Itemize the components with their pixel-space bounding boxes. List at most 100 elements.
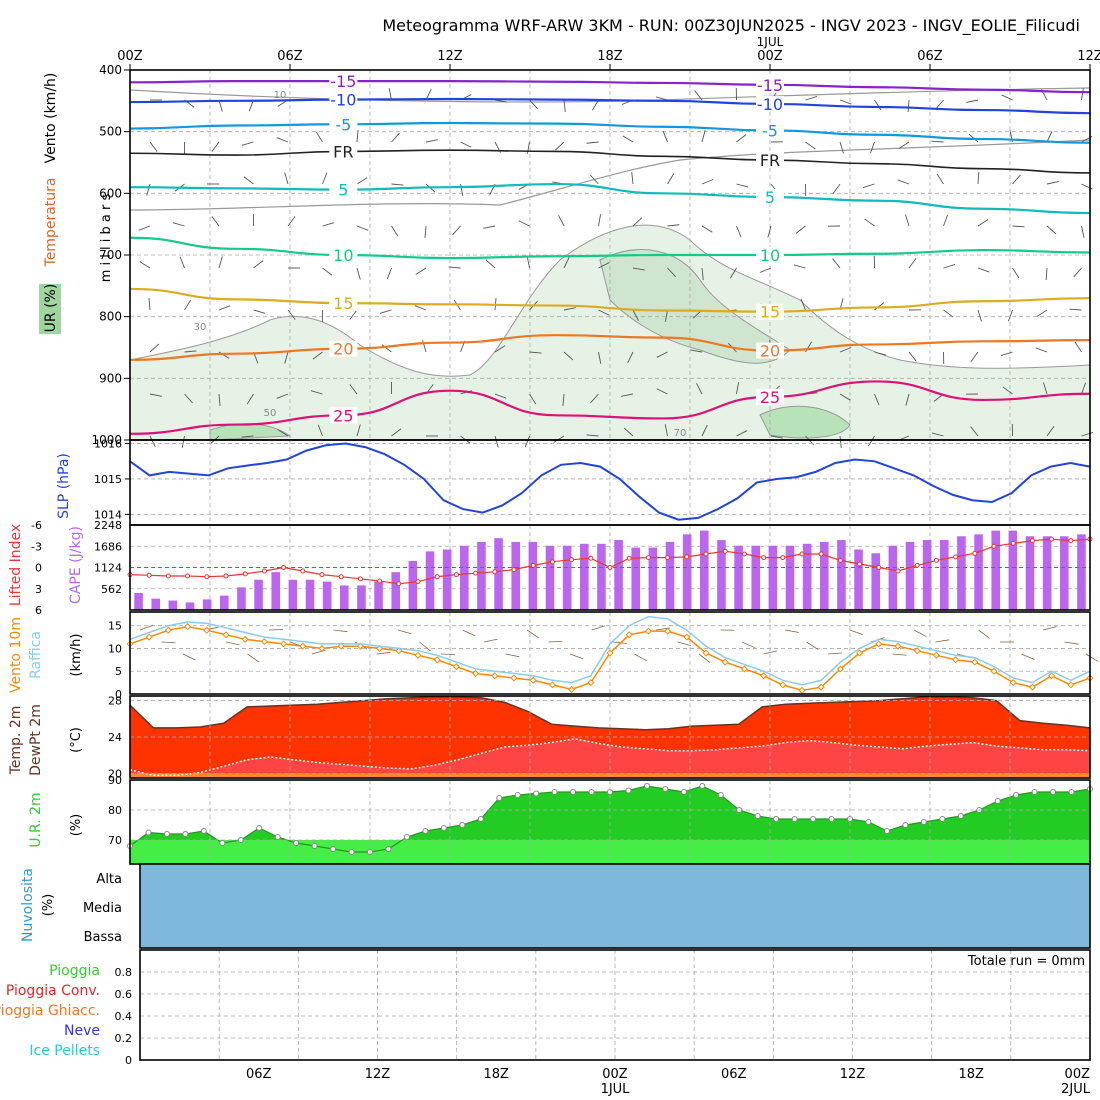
rh-point: [348, 849, 355, 855]
wind-barb: [246, 393, 254, 405]
cape-tick-label: 2248: [94, 519, 122, 532]
li-point: [1010, 540, 1016, 546]
wind-point: [779, 681, 787, 689]
wind-point: [241, 635, 249, 643]
li-point: [895, 568, 901, 574]
wind-barb: [589, 174, 599, 185]
wind-barb: [874, 393, 880, 406]
wind-barb: [181, 435, 185, 448]
wind-barb: [518, 220, 530, 227]
bottom-tick-label: 00Z: [1065, 1067, 1091, 1082]
wind-barb: [800, 298, 806, 311]
wind-barb: [590, 393, 599, 404]
wind-point: [836, 665, 844, 673]
li-point: [569, 557, 575, 563]
precip-total: Totale run = 0mm: [967, 954, 1085, 969]
cape-bar: [494, 538, 503, 610]
isotherm-label-bg: [329, 116, 358, 133]
li-point: [338, 574, 344, 580]
label-temperatura: Temperatura: [43, 178, 59, 268]
wind-point: [280, 640, 288, 648]
isotherm-label-bg: [329, 295, 358, 312]
wind-arrow: [677, 641, 692, 647]
wind-point: [145, 633, 153, 641]
isotherm-label-bg: [756, 95, 784, 112]
wind-arrow: [569, 653, 584, 660]
label-vento10m: Vento 10m: [8, 617, 24, 693]
wind-barb: [149, 343, 160, 353]
top-tick-label: 00Z: [757, 49, 783, 64]
wind-barb: [414, 305, 427, 311]
wind-barb: [494, 345, 506, 353]
wind-arrow: [505, 653, 520, 658]
cape-bar: [700, 530, 709, 610]
cape-bar: [974, 534, 983, 610]
rh-point: [717, 792, 724, 798]
wind-barb: [1073, 267, 1082, 278]
rh-point: [662, 786, 669, 792]
li-point: [146, 572, 152, 578]
wind-barb: [241, 141, 254, 146]
wind-point: [971, 658, 979, 666]
wind-barb: [935, 99, 944, 110]
cape-bar: [322, 581, 332, 610]
cape-bar: [442, 549, 452, 610]
top-date-label: 1JUL: [757, 35, 784, 49]
precip-tick-label: 0.4: [115, 1010, 133, 1023]
bottom-tick-label: 00Z: [602, 1067, 628, 1082]
wind-arrow: [526, 629, 539, 639]
wind-barb: [149, 393, 162, 397]
wind-barb: [391, 428, 402, 437]
wind-point: [318, 644, 326, 652]
wind-barb: [356, 225, 369, 231]
wind-barb: [839, 393, 851, 401]
li-tick-label: -6: [31, 519, 42, 532]
wind-barb: [631, 172, 634, 185]
li-tick-label: -3: [31, 540, 42, 553]
wind-barb: [690, 349, 703, 353]
isotherm-10: [129, 236, 1091, 260]
bottom-tick-label: 18Z: [484, 1067, 510, 1082]
cape-bar: [288, 579, 298, 610]
bottom-tick-label: 06Z: [721, 1067, 747, 1082]
rh-point: [496, 795, 503, 801]
wind-barb: [526, 256, 530, 269]
wind-barb: [391, 132, 400, 143]
label-pioggia: Pioggia: [49, 963, 100, 979]
wind-barb: [149, 435, 156, 447]
cape-bar: [562, 545, 572, 610]
cape-bar: [717, 540, 726, 610]
wind-barb: [694, 90, 703, 101]
rh-contour-label: 50: [264, 408, 277, 419]
wind-barb: [1036, 309, 1048, 317]
rh-tick-label: 90: [108, 774, 122, 787]
wind-barb: [905, 393, 910, 406]
cape-bar: [134, 592, 143, 610]
wind-barb: [138, 225, 151, 231]
wind-barb: [1035, 347, 1048, 353]
rh-point: [311, 843, 318, 849]
wind-barb: [832, 183, 841, 194]
rh-point: [1068, 789, 1075, 795]
slp-panel: 1014 1015 1016: [94, 438, 1091, 526]
wind-barb: [805, 341, 813, 353]
wind-barb: [591, 99, 599, 111]
wind-barb: [218, 305, 231, 311]
wind-barb: [494, 435, 499, 448]
wind-barb: [1081, 88, 1084, 101]
wind-barb: [598, 351, 602, 364]
wind-barb: [770, 435, 783, 439]
isotherm-label: 25: [760, 388, 780, 407]
isotherm-label-bg: [756, 76, 784, 93]
wind-point: [1028, 683, 1036, 691]
wind-barb: [356, 424, 361, 437]
rh-point: [791, 816, 798, 822]
pressure-tick-label: 800: [99, 310, 122, 324]
wind-barb: [218, 393, 221, 406]
wind-barb: [554, 141, 565, 151]
label-pioggia-conv: Pioggia Conv.: [6, 983, 100, 999]
wind-barb: [905, 214, 910, 227]
wind-point: [1048, 672, 1056, 680]
slp-tick-label: 1015: [94, 473, 122, 486]
